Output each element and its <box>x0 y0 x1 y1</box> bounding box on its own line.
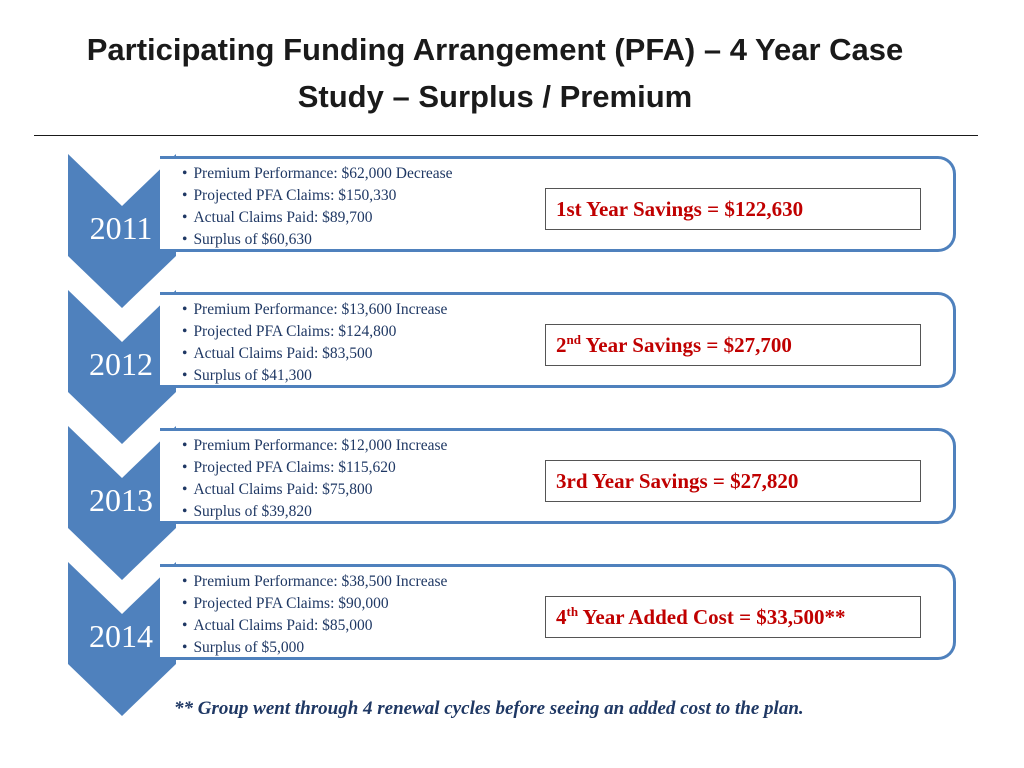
year-card-2012: Premium Performance: $13,600 Increase Pr… <box>160 292 956 388</box>
bullet-item: Actual Claims Paid: $85,000 <box>182 615 447 637</box>
savings-prefix: 1st <box>556 197 582 221</box>
savings-superscript: nd <box>566 332 581 347</box>
footnote: ** Group went through 4 renewal cycles b… <box>174 698 804 719</box>
bullet-item: Projected PFA Claims: $124,800 <box>182 321 447 343</box>
savings-prefix: 4 <box>556 605 567 629</box>
savings-prefix: 2 <box>556 333 567 357</box>
savings-text: Year Savings = $27,820 <box>587 469 799 493</box>
chevron-2013 <box>68 426 176 580</box>
bullet-item: Actual Claims Paid: $83,500 <box>182 343 447 365</box>
bullet-item: Actual Claims Paid: $89,700 <box>182 207 453 229</box>
chevron-2012 <box>68 290 176 444</box>
bullet-item: Premium Performance: $38,500 Increase <box>182 571 447 593</box>
added-cost-box: 4th Year Added Cost = $33,500** <box>545 596 921 638</box>
bullet-item: Surplus of $60,630 <box>182 229 453 251</box>
bullet-item: Surplus of $5,000 <box>182 637 447 659</box>
bullet-list: Premium Performance: $62,000 Decrease Pr… <box>182 163 453 251</box>
bullet-item: Projected PFA Claims: $150,330 <box>182 185 453 207</box>
chevron-2011 <box>68 154 176 308</box>
bullet-item: Surplus of $39,820 <box>182 501 447 523</box>
savings-box: 2nd Year Savings = $27,700 <box>545 324 921 366</box>
savings-box: 3rd Year Savings = $27,820 <box>545 460 921 502</box>
bullet-item: Premium Performance: $12,000 Increase <box>182 435 447 457</box>
bullet-list: Premium Performance: $13,600 Increase Pr… <box>182 299 447 387</box>
slide-title: Participating Funding Arrangement (PFA) … <box>86 32 904 114</box>
bullet-item: Premium Performance: $62,000 Decrease <box>182 163 452 185</box>
savings-box: 1st Year Savings = $122,630 <box>545 188 921 230</box>
year-card-2014: Premium Performance: $38,500 Increase Pr… <box>160 564 956 660</box>
year-label-2014: 2014 <box>89 618 153 654</box>
bullet-list: Premium Performance: $12,000 Increase Pr… <box>182 435 447 523</box>
savings-superscript: th <box>566 604 579 619</box>
savings-text: Year Added Cost = $33,500** <box>578 605 846 629</box>
chevron-2014 <box>68 562 176 716</box>
savings-text: Year Savings = $122,630 <box>581 197 804 221</box>
year-card-2013: Premium Performance: $12,000 Increase Pr… <box>160 428 956 524</box>
year-label-2011: 2011 <box>89 210 153 246</box>
title-divider <box>34 135 978 136</box>
year-card-2011: Premium Performance: $62,000 Decrease Pr… <box>160 156 956 252</box>
bullet-item: Actual Claims Paid: $75,800 <box>182 479 447 501</box>
year-label-2013: 2013 <box>89 482 153 518</box>
savings-prefix: 3rd <box>556 469 588 493</box>
year-label-2012: 2012 <box>89 346 153 382</box>
savings-text: Year Savings = $27,700 <box>580 333 792 357</box>
bullet-list: Premium Performance: $38,500 Increase Pr… <box>182 571 447 659</box>
bullet-item: Projected PFA Claims: $115,620 <box>182 457 447 479</box>
bullet-item: Projected PFA Claims: $90,000 <box>182 593 447 615</box>
bullet-item: Premium Performance: $13,600 Increase <box>182 299 447 321</box>
bullet-item: Surplus of $41,300 <box>182 365 447 387</box>
